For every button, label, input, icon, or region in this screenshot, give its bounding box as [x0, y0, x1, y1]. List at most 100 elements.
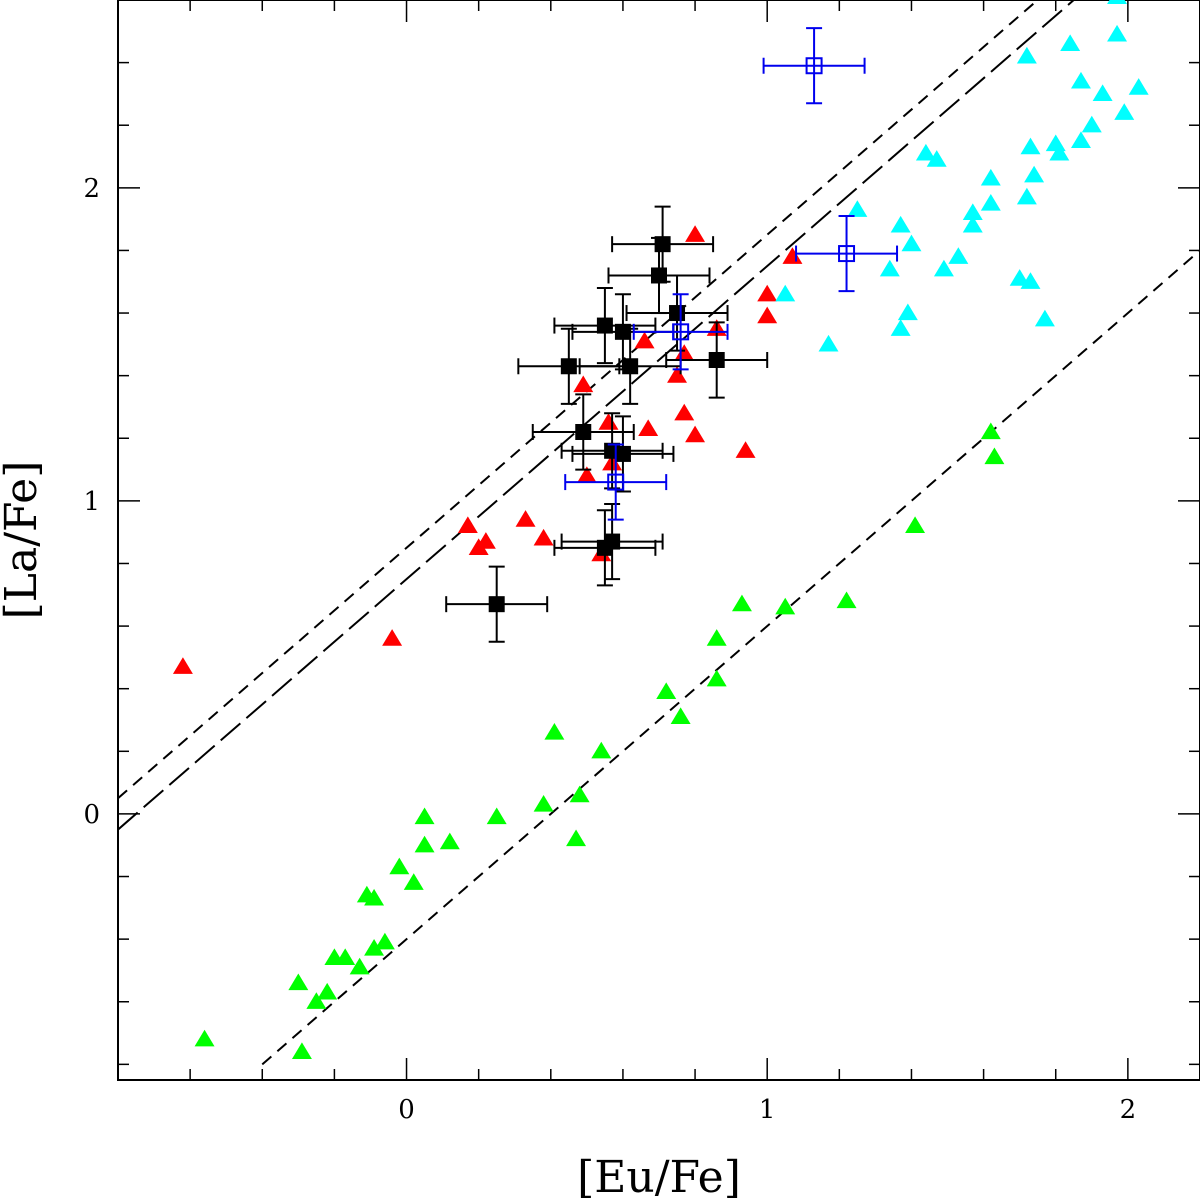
triangle-point — [984, 447, 1005, 465]
triangle-point — [1009, 269, 1030, 286]
triangle-point — [757, 284, 778, 302]
triangle-point — [926, 150, 947, 167]
triangle-point — [879, 259, 900, 277]
triangle-point — [403, 873, 424, 890]
triangle-point — [1016, 187, 1037, 205]
triangle-point — [901, 234, 922, 252]
triangle-point — [288, 973, 309, 991]
triangle-point — [291, 1042, 312, 1059]
triangle-point — [533, 528, 554, 546]
data-points — [172, 0, 1149, 1059]
triangle-point — [674, 403, 695, 421]
square-point — [488, 596, 505, 613]
triangle-point — [674, 344, 695, 361]
triangle-point — [962, 203, 983, 220]
triangle-point — [349, 957, 370, 975]
triangle-point — [915, 143, 936, 161]
triangle-point — [364, 939, 385, 956]
triangle-point — [515, 510, 536, 527]
triangle-point — [667, 366, 688, 383]
triangle-point — [735, 441, 756, 458]
triangle-point — [1016, 46, 1037, 64]
series-blue-open-squares-with-errorbars — [564, 27, 899, 521]
series-green-triangles — [194, 422, 1005, 1059]
x-tick-label: 2 — [1120, 1095, 1137, 1125]
triangle-point — [576, 466, 597, 483]
triangle-point — [948, 247, 969, 264]
series-red-triangles — [172, 225, 803, 674]
triangle-point — [414, 835, 435, 853]
triangle-point — [194, 1029, 215, 1047]
triangle-point — [306, 992, 327, 1009]
square-point — [560, 358, 577, 375]
square-point — [708, 352, 725, 368]
triangle-point — [1107, 0, 1128, 4]
fit-line — [118, 0, 1040, 800]
triangle-point — [1020, 272, 1041, 289]
triangle-point — [475, 532, 496, 549]
plot-frame — [117, 0, 1200, 1081]
open-square-point — [607, 473, 625, 491]
series-cyan-triangles — [775, 0, 1149, 352]
x-axis-label: [Eu/Fe] — [577, 1152, 741, 1201]
tick-labels: 0 1 2 0 1 2 — [83, 174, 1136, 1125]
triangle-point — [1045, 134, 1066, 152]
triangle-point — [685, 425, 706, 443]
triangle-point — [757, 306, 778, 324]
triangle-point — [1114, 103, 1135, 120]
triangle-point — [317, 982, 338, 1000]
y-tick-label: 1 — [83, 487, 100, 517]
square-point — [654, 236, 671, 253]
triangle-point — [486, 807, 507, 825]
square-point — [596, 317, 613, 334]
open-square-point — [672, 323, 690, 341]
square-point — [575, 424, 592, 440]
triangle-point — [1071, 131, 1091, 148]
triangle-point — [1092, 84, 1113, 102]
triangle-point — [389, 857, 410, 875]
triangle-point — [706, 669, 727, 687]
triangle-point — [364, 888, 385, 906]
triangle-point — [533, 795, 554, 812]
triangle-point — [897, 303, 918, 321]
triangle-point — [1107, 24, 1128, 42]
triangle-point — [591, 741, 612, 759]
y-axis-label: [La/Fe] — [0, 461, 47, 620]
square-point — [622, 358, 639, 375]
triangle-point — [890, 319, 911, 336]
triangle-point — [1020, 137, 1041, 155]
triangle-point — [544, 723, 565, 740]
triangle-point — [335, 948, 356, 966]
fit-line — [118, 0, 1076, 831]
open-square-point — [805, 57, 823, 75]
fit-line — [261, 249, 1200, 1066]
triangle-point — [1081, 115, 1102, 133]
square-point — [614, 445, 631, 462]
triangle-point — [1034, 309, 1055, 327]
reference-lines — [118, 0, 1200, 1066]
y-tick-label: 0 — [83, 800, 100, 830]
triangle-point — [566, 829, 587, 847]
triangle-point — [172, 657, 193, 674]
triangle-point — [905, 516, 926, 534]
triangle-point — [980, 168, 1001, 186]
triangle-point — [374, 932, 395, 950]
triangle-point — [980, 422, 1001, 440]
triangle-point — [1024, 165, 1045, 183]
triangle-point — [818, 334, 839, 352]
triangle-point — [782, 247, 803, 264]
triangle-point — [598, 413, 619, 430]
triangle-point — [731, 594, 752, 612]
square-point — [614, 323, 631, 340]
triangle-point — [706, 629, 727, 646]
open-square-point — [838, 245, 856, 263]
axis-ticks — [117, 0, 1200, 1080]
triangle-point — [962, 215, 983, 233]
triangle-point — [1060, 34, 1081, 51]
series-black-squares-with-errorbars — [445, 205, 769, 643]
triangle-point — [775, 597, 796, 615]
triangle-point — [1128, 78, 1149, 95]
triangle-point — [457, 516, 478, 534]
triangle-point — [634, 331, 655, 349]
